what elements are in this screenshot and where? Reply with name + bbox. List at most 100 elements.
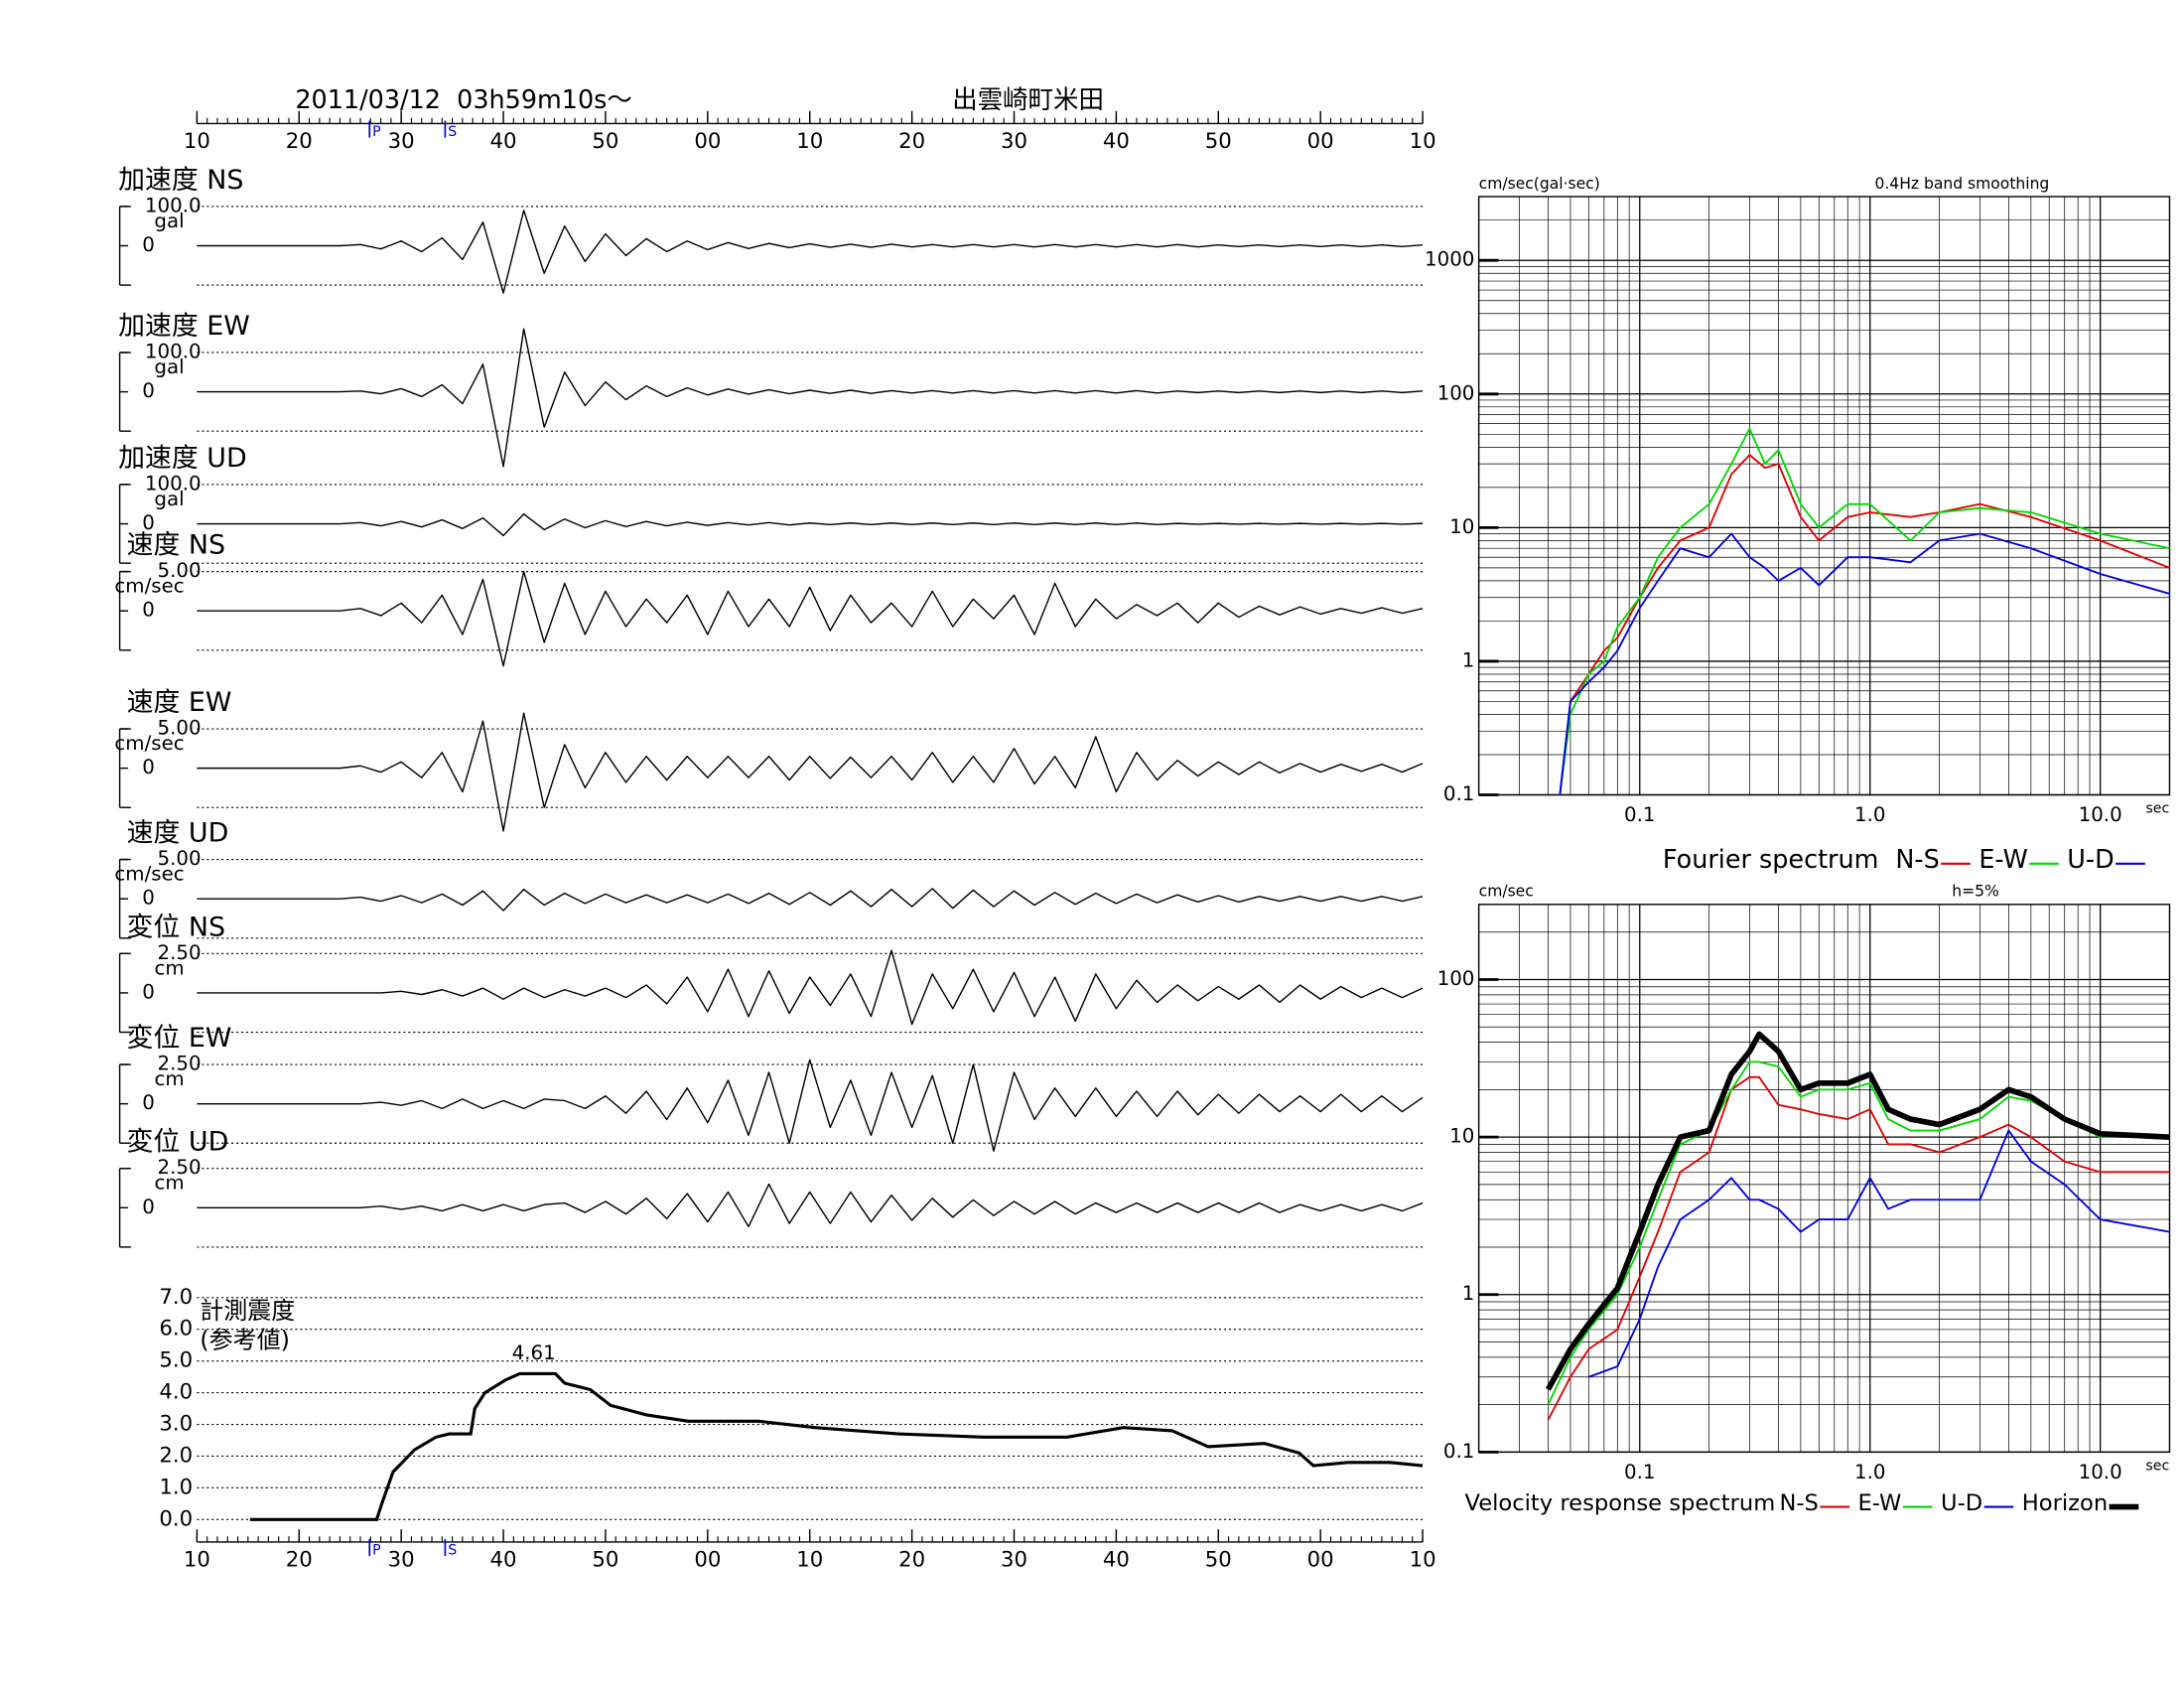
unit-label: cm/sec bbox=[114, 732, 184, 755]
panel-label: 加速度 EW bbox=[118, 311, 250, 342]
y-tick-label: 0 bbox=[142, 379, 155, 402]
x-tick-label: 10 bbox=[796, 129, 823, 154]
intensity-title: 計測震度 bbox=[200, 1297, 295, 1325]
x-tick-label: 30 bbox=[1001, 1547, 1027, 1572]
spectrum-line bbox=[1547, 1060, 2170, 1406]
y-tick-label: 0 bbox=[142, 233, 155, 256]
x-tick-label: 10 bbox=[184, 129, 210, 154]
x-tick-label: 1.0 bbox=[1854, 803, 1885, 826]
panel-label: 速度 EW bbox=[127, 687, 232, 718]
panel-label: 変位 UD bbox=[127, 1127, 229, 1158]
x-tick-label: 0.1 bbox=[1624, 803, 1655, 826]
y-tick-label: 100.0 bbox=[145, 472, 202, 494]
waveform bbox=[197, 512, 1424, 537]
y-tick-label: 5.00 bbox=[158, 847, 202, 870]
legend-label: E-W bbox=[1858, 1490, 1902, 1516]
plot-frame bbox=[1477, 196, 2171, 796]
y-axis-unit: cm/sec(gal·sec) bbox=[1479, 175, 1600, 193]
panel-label: 速度 UD bbox=[127, 818, 229, 849]
y-tick-label: 1 bbox=[1462, 648, 1475, 671]
x-tick-label: 0.1 bbox=[1624, 1461, 1655, 1483]
note: 0.4Hz band smoothing bbox=[1874, 175, 2049, 193]
intensity-subtitle: (参考値) bbox=[200, 1327, 290, 1354]
waveform bbox=[197, 888, 1424, 912]
panel-label: 加速度 UD bbox=[118, 443, 246, 474]
x-tick-label: 50 bbox=[1205, 129, 1232, 154]
waveform bbox=[197, 712, 1424, 832]
x-tick-label: 50 bbox=[592, 1547, 618, 1572]
y-tick-label: 10 bbox=[1449, 515, 1474, 538]
unit-label: gal bbox=[154, 355, 184, 378]
unit-label: cm bbox=[154, 1172, 184, 1195]
panel-label: 加速度 NS bbox=[118, 165, 243, 196]
panel-label: 変位 NS bbox=[127, 912, 225, 942]
x-tick-label: 10 bbox=[1410, 129, 1436, 154]
legend-label: U-D bbox=[1941, 1490, 1982, 1516]
annotation: 4.61 bbox=[512, 1341, 556, 1364]
y-tick-label: 2.50 bbox=[158, 1156, 202, 1179]
y-axis-unit: cm/sec bbox=[1479, 883, 1534, 901]
unit-label: cm bbox=[154, 956, 184, 979]
x-tick-label: 10.0 bbox=[2079, 803, 2122, 826]
y-tick-label: 0.0 bbox=[159, 1506, 193, 1531]
y-tick-label: 100 bbox=[1437, 381, 1475, 404]
y-tick-label: 4.0 bbox=[159, 1380, 193, 1405]
x-tick-label: 10 bbox=[1410, 1547, 1436, 1572]
unit-label: gal bbox=[154, 488, 184, 510]
waveform bbox=[197, 1058, 1424, 1152]
y-tick-label: 6.0 bbox=[159, 1317, 193, 1341]
x-tick-label: 40 bbox=[1103, 129, 1130, 154]
x-tick-label: 00 bbox=[1307, 1547, 1334, 1572]
x-tick-label: 20 bbox=[286, 1547, 313, 1572]
x-tick-label: 00 bbox=[694, 129, 721, 154]
legend-title: Velocity response spectrum bbox=[1464, 1490, 1775, 1516]
legend-label: N-S bbox=[1779, 1490, 1818, 1516]
x-tick-label: 50 bbox=[1205, 1547, 1232, 1572]
x-tick-label: 00 bbox=[1307, 129, 1334, 154]
y-tick-label: 5.0 bbox=[159, 1348, 193, 1373]
legend-label: E-W bbox=[1979, 845, 2027, 875]
waveform bbox=[197, 949, 1424, 1026]
phase-label: P bbox=[372, 124, 381, 140]
waveform bbox=[197, 1183, 1424, 1228]
unit-label: cm/sec bbox=[114, 575, 184, 598]
phase-label: P bbox=[372, 1542, 381, 1558]
x-tick-label: 40 bbox=[1103, 1547, 1130, 1572]
x-tick-label: 30 bbox=[388, 129, 415, 154]
spectrum-line bbox=[1559, 532, 2170, 795]
y-tick-label: 0 bbox=[142, 980, 155, 1003]
legend-label: U-D bbox=[2067, 845, 2114, 875]
x-tick-label: 50 bbox=[592, 129, 618, 154]
y-tick-label: 10 bbox=[1449, 1125, 1474, 1148]
y-tick-label: 0.1 bbox=[1443, 782, 1474, 805]
legend-label: N-S bbox=[1895, 845, 1939, 875]
x-tick-label: 20 bbox=[898, 1547, 925, 1572]
x-tick-label: 10 bbox=[184, 1547, 210, 1572]
x-axis-unit: sec bbox=[2145, 801, 2169, 817]
waveform bbox=[197, 328, 1424, 468]
y-tick-label: 7.0 bbox=[159, 1285, 193, 1310]
y-tick-label: 0 bbox=[142, 887, 155, 910]
y-tick-label: 2.50 bbox=[158, 1053, 202, 1075]
panel-label: 変位 EW bbox=[127, 1023, 232, 1054]
x-tick-label: 30 bbox=[1001, 129, 1027, 154]
y-tick-label: 1.0 bbox=[159, 1475, 193, 1499]
spectrum-line bbox=[1559, 427, 2170, 795]
x-tick-label: 20 bbox=[898, 129, 925, 154]
y-tick-label: 100 bbox=[1437, 967, 1475, 990]
spectrum-line bbox=[1545, 1031, 2170, 1391]
x-tick-label: 10.0 bbox=[2079, 1461, 2122, 1483]
x-tick-label: 10 bbox=[796, 1547, 823, 1572]
y-tick-label: 100.0 bbox=[145, 194, 202, 216]
y-tick-label: 0 bbox=[142, 756, 155, 778]
x-tick-label: 40 bbox=[490, 129, 517, 154]
x-tick-label: 30 bbox=[388, 1547, 415, 1572]
unit-label: cm/sec bbox=[114, 863, 184, 886]
x-tick-label: 40 bbox=[490, 1547, 517, 1572]
unit-label: gal bbox=[154, 210, 184, 232]
waveform bbox=[197, 570, 1424, 667]
title: 2011/03/12 03h59m10s〜 bbox=[295, 85, 631, 115]
y-tick-label: 1000 bbox=[1425, 248, 1474, 271]
y-tick-label: 5.00 bbox=[158, 717, 202, 740]
